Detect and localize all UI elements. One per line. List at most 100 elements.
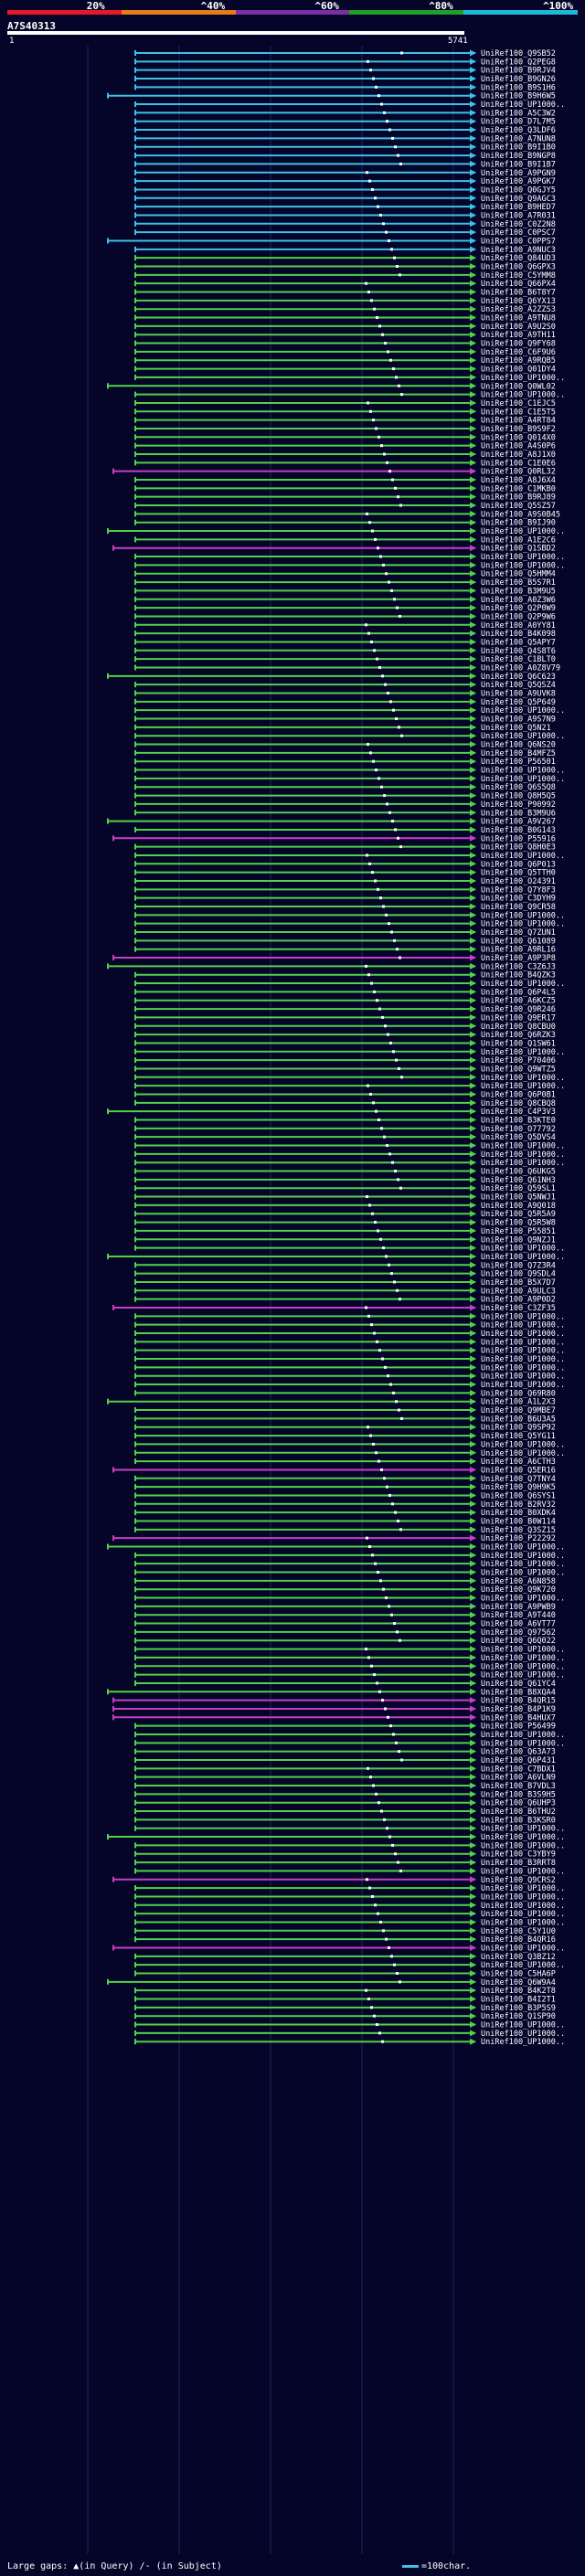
- hit-label[interactable]: UniRef100_UP1000..: [481, 1543, 565, 1553]
- hit-label[interactable]: UniRef100_Q3BZ12: [481, 1953, 556, 1962]
- hit-row[interactable]: UniRef100_UP1000..: [134, 1569, 565, 1578]
- hit-row[interactable]: UniRef100_Q59SL1: [134, 1184, 556, 1193]
- hit-row[interactable]: UniRef100_UP1000..: [134, 1381, 565, 1390]
- hit-row[interactable]: UniRef100_B3RRT8: [134, 1859, 556, 1868]
- hit-row[interactable]: UniRef100_Q9NZJ1: [134, 1235, 556, 1245]
- hit-label[interactable]: UniRef100_O24391: [481, 877, 556, 886]
- hit-label[interactable]: UniRef100_UP1000..: [481, 1833, 565, 1842]
- hit-label[interactable]: UniRef100_Q6S5Q8: [481, 783, 556, 792]
- hit-row[interactable]: UniRef100_C0PPS7: [107, 237, 556, 246]
- hit-label[interactable]: UniRef100_A1E2C6: [481, 535, 556, 545]
- hit-label[interactable]: UniRef100_Q5NWJ1: [481, 1193, 556, 1203]
- hit-row[interactable]: UniRef100_C3ZF35: [112, 1304, 556, 1313]
- hit-label[interactable]: UniRef100_Q6P4L5: [481, 988, 556, 997]
- hit-row[interactable]: UniRef100_Q7TNY4: [134, 1475, 556, 1484]
- hit-label[interactable]: UniRef100_C5YMM8: [481, 271, 556, 281]
- hit-label[interactable]: UniRef100_UP1000..: [481, 1363, 565, 1373]
- hit-label[interactable]: UniRef100_Q014X0: [481, 433, 556, 442]
- hit-label[interactable]: UniRef100_A9T440: [481, 1611, 556, 1620]
- hit-row[interactable]: UniRef100_Q4S8T6: [134, 647, 556, 656]
- hit-label[interactable]: UniRef100_C1MKB0: [481, 484, 556, 493]
- hit-label[interactable]: UniRef100_Q9SB52: [481, 49, 556, 58]
- hit-label[interactable]: UniRef100_C1E5T5: [481, 408, 556, 417]
- hit-label[interactable]: UniRef100_B8XQA4: [481, 1688, 556, 1697]
- hit-row[interactable]: UniRef100_UP1000..: [134, 911, 565, 920]
- hit-row[interactable]: UniRef100_Q01DY4: [134, 366, 556, 375]
- hit-row[interactable]: UniRef100_D7L7M5: [134, 118, 556, 127]
- hit-row[interactable]: UniRef100_B4K2T8: [134, 1987, 556, 1996]
- hit-label[interactable]: UniRef100_C5Y1U0: [481, 1927, 556, 1936]
- hit-label[interactable]: UniRef100_C3YBY9: [481, 1850, 556, 1860]
- hit-row[interactable]: UniRef100_A2ZZS3: [134, 305, 556, 314]
- hit-row[interactable]: UniRef100_B4HUX7: [112, 1713, 556, 1723]
- hit-label[interactable]: UniRef100_A1L2X3: [481, 1398, 556, 1407]
- hit-row[interactable]: UniRef100_UP1000..: [134, 1142, 565, 1151]
- hit-row[interactable]: UniRef100_UP1000..: [134, 553, 565, 562]
- hit-label[interactable]: UniRef100_B3M9U6: [481, 809, 556, 818]
- hit-row[interactable]: UniRef100_Q9FY68: [134, 340, 556, 349]
- hit-row[interactable]: UniRef100_B4P1K9: [112, 1705, 556, 1714]
- hit-label[interactable]: UniRef100_Q2P9W6: [481, 612, 556, 621]
- hit-label[interactable]: UniRef100_Q97562: [481, 1628, 556, 1638]
- hit-label[interactable]: UniRef100_Q9SDL4: [481, 1270, 556, 1279]
- hit-label[interactable]: UniRef100_UP1000..: [481, 1731, 565, 1740]
- hit-row[interactable]: UniRef100_B6T8Y7: [134, 289, 556, 298]
- hit-row[interactable]: UniRef100_B9I1B0: [134, 143, 556, 153]
- hit-row[interactable]: UniRef100_A1L2X3: [107, 1398, 556, 1407]
- hit-row[interactable]: UniRef100_C4P3V3: [107, 1108, 556, 1117]
- hit-label[interactable]: UniRef100_UP1000..: [481, 1338, 565, 1347]
- hit-label[interactable]: UniRef100_Q2PEG8: [481, 58, 556, 67]
- hit-label[interactable]: UniRef100_B3P5S9: [481, 2004, 556, 2013]
- hit-label[interactable]: UniRef100_Q9R246: [481, 1005, 556, 1014]
- hit-label[interactable]: UniRef100_UP1000..: [481, 1841, 565, 1850]
- hit-row[interactable]: UniRef100_Q7ZUN1: [134, 928, 556, 938]
- hit-label[interactable]: UniRef100_Q9H9K5: [481, 1483, 556, 1492]
- hit-row[interactable]: UniRef100_UP1000..: [134, 1867, 565, 1876]
- hit-label[interactable]: UniRef100_Q5SZ57: [481, 502, 556, 511]
- hit-label[interactable]: UniRef100_UP1000..: [481, 1312, 565, 1321]
- hit-row[interactable]: UniRef100_A6VT77: [134, 1620, 556, 1629]
- hit-row[interactable]: UniRef100_Q6P0B1: [134, 1090, 556, 1099]
- hit-row[interactable]: UniRef100_B9S1H6: [134, 83, 556, 92]
- hit-row[interactable]: UniRef100_P22292: [112, 1534, 556, 1543]
- hit-label[interactable]: UniRef100_Q6W9A4: [481, 1978, 556, 1988]
- hit-label[interactable]: UniRef100_Q8CBU0: [481, 1023, 556, 1032]
- hit-row[interactable]: UniRef100_UP1000..: [134, 374, 565, 383]
- hit-row[interactable]: UniRef100_Q0RL32: [112, 468, 556, 477]
- hit-label[interactable]: UniRef100_A9RL16: [481, 946, 556, 955]
- hit-label[interactable]: UniRef100_B0G143: [481, 826, 556, 835]
- hit-label[interactable]: UniRef100_A6N858: [481, 1577, 556, 1586]
- hit-label[interactable]: UniRef100_UP1000..: [481, 391, 565, 400]
- hit-label[interactable]: UniRef100_Q6YX13: [481, 297, 556, 306]
- hit-label[interactable]: UniRef100_Q1SP90: [481, 2012, 556, 2021]
- hit-row[interactable]: UniRef100_B3M9U6: [134, 809, 556, 818]
- hit-row[interactable]: UniRef100_Q66PX4: [134, 280, 556, 289]
- hit-row[interactable]: UniRef100_Q5ER16: [112, 1466, 556, 1475]
- hit-row[interactable]: UniRef100_B0XDK4: [134, 1509, 556, 1518]
- hit-label[interactable]: UniRef100_C3Z6J3: [481, 962, 556, 971]
- hit-row[interactable]: UniRef100_UP1000..: [134, 1918, 565, 1927]
- hit-label[interactable]: UniRef100_UP1000..: [481, 374, 565, 383]
- hit-label[interactable]: UniRef100_B6T8Y7: [481, 289, 556, 298]
- hit-row[interactable]: UniRef100_UP1000..: [112, 1944, 565, 1953]
- hit-label[interactable]: UniRef100_UP1000..: [481, 561, 565, 570]
- hit-label[interactable]: UniRef100_Q6C623: [481, 673, 556, 682]
- hit-row[interactable]: UniRef100_Q2PEG8: [134, 58, 556, 67]
- hit-label[interactable]: UniRef100_UP1000..: [481, 1253, 565, 1262]
- hit-label[interactable]: UniRef100_B4QR15: [481, 1697, 556, 1706]
- hit-row[interactable]: UniRef100_Q5R5A9: [134, 1210, 556, 1219]
- hit-label[interactable]: UniRef100_P55916: [481, 834, 556, 843]
- hit-row[interactable]: UniRef100_Q1SP90: [134, 2012, 556, 2021]
- hit-label[interactable]: UniRef100_Q9K720: [481, 1585, 556, 1595]
- hit-row[interactable]: UniRef100_Q6S5Q8: [134, 783, 556, 792]
- hit-row[interactable]: UniRef100_Q014X0: [134, 433, 556, 442]
- hit-row[interactable]: UniRef100_UP1000..: [134, 1841, 565, 1850]
- hit-label[interactable]: UniRef100_Q63A73: [481, 1748, 556, 1757]
- hit-label[interactable]: UniRef100_B5X7D7: [481, 1278, 556, 1288]
- hit-label[interactable]: UniRef100_B4MFZ5: [481, 749, 556, 758]
- hit-row[interactable]: UniRef100_Q9AGC3: [134, 195, 556, 204]
- hit-row[interactable]: UniRef100_C3Z6J3: [107, 962, 556, 971]
- hit-row[interactable]: UniRef100_Q5R5W8: [134, 1219, 556, 1228]
- hit-label[interactable]: UniRef100_UP1000..: [481, 1381, 565, 1390]
- hit-row[interactable]: UniRef100_Q6P013: [134, 860, 556, 869]
